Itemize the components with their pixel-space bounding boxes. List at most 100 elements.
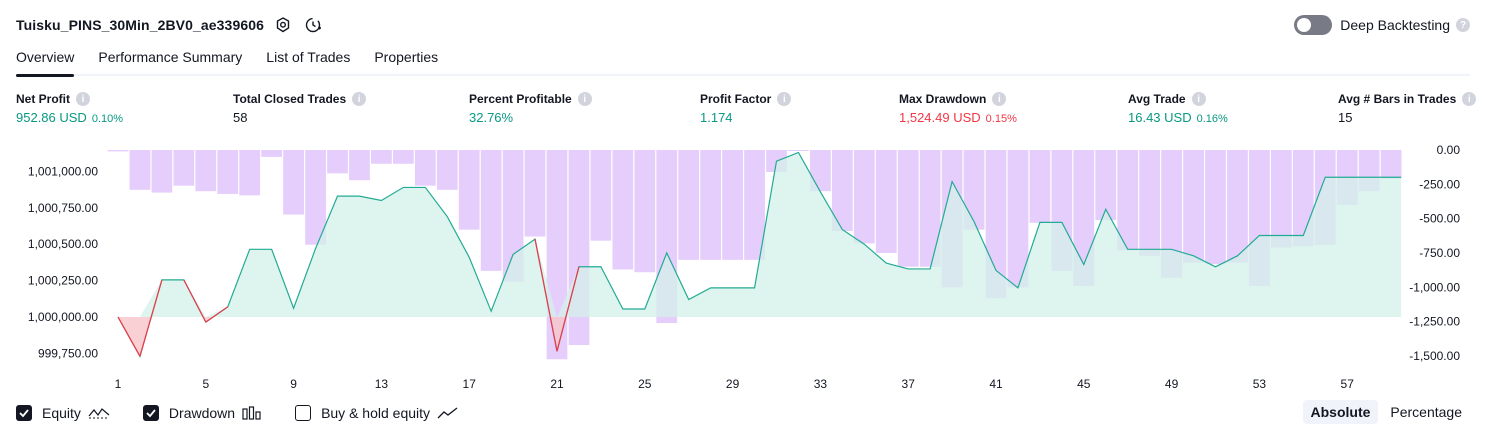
info-icon[interactable]: i: [352, 92, 367, 106]
deep-backtesting-group: Deep Backtesting ?: [1294, 12, 1470, 38]
x-tick: 5: [202, 377, 209, 390]
x-tick: 33: [814, 377, 828, 390]
x-tick: 17: [463, 377, 477, 390]
metric-avg-trade: Avg Trade i 16.43 USD 0.16%: [1128, 92, 1228, 125]
percentage-button[interactable]: Percentage: [1390, 404, 1462, 420]
drawdown-bar: [897, 150, 919, 267]
drawdown-bar: [305, 150, 326, 245]
toggle-knob: [1297, 18, 1312, 32]
drawdown-bar: [195, 150, 217, 192]
drawdown-bar: [590, 150, 612, 241]
equity-area: [118, 152, 1402, 317]
legend-equity[interactable]: Equity: [16, 402, 111, 424]
loss-area: [118, 317, 566, 357]
drawdown-bar: [1380, 150, 1402, 179]
drawdown-bar: [107, 150, 129, 152]
drawdown-bar: [1139, 150, 1161, 256]
metric-value: 1,524.49 USD 0.15%: [899, 110, 1017, 125]
drawdown-bar: [414, 150, 436, 186]
equity-loss-segment: [117, 316, 141, 357]
info-icon[interactable]: i: [992, 92, 1007, 106]
metric-percent: 0.10%: [91, 113, 124, 125]
equity-label: Equity: [42, 405, 81, 421]
tab-performance-summary[interactable]: Performance Summary: [98, 49, 243, 65]
info-icon[interactable]: i: [1191, 92, 1206, 106]
drawdown-bar: [1007, 150, 1029, 288]
settings-icon[interactable]: [272, 14, 294, 36]
buy-hold-checkbox[interactable]: [295, 405, 312, 421]
deep-backtesting-toggle[interactable]: [1294, 15, 1333, 35]
drawdown-bar: [1227, 150, 1248, 263]
drawdown-checkbox[interactable]: [142, 405, 159, 421]
metric-value: 952.86 USD 0.10%: [16, 110, 124, 125]
buy-hold-label: Buy & hold equity: [321, 405, 431, 421]
legend-buy-hold[interactable]: Buy & hold equity: [295, 402, 460, 424]
drawdown-bar: [261, 150, 283, 157]
drawdown-bar: [239, 150, 261, 196]
metric-net-profit: Net Profit i 952.86 USD 0.10%: [16, 92, 123, 125]
tab-overview[interactable]: Overview: [16, 46, 75, 77]
metric-max-drawdown: Max Drawdown i 1,524.49 USD 0.15%: [899, 92, 1017, 125]
metric-percent: 0.16%: [1196, 113, 1228, 125]
equity-checkbox[interactable]: [16, 405, 32, 421]
metric-total-closed-trades: Total Closed Trades i 58: [233, 92, 367, 125]
y-right-tick: -1,000.00: [1409, 280, 1460, 294]
drawdown-bar: [788, 150, 809, 151]
drawdown-bar: [678, 150, 700, 260]
y-right-tick: -1,250.00: [1409, 315, 1460, 329]
info-icon[interactable]: i: [777, 92, 792, 106]
metric-label: Total Closed Trades i: [233, 92, 367, 106]
drawdown-bar: [524, 150, 546, 237]
absolute-button[interactable]: Absolute: [1302, 400, 1379, 424]
x-tick: 53: [1253, 377, 1267, 390]
drawdown-bar: [722, 150, 743, 260]
metric-percent-profitable: Percent Profitable i 32.76%: [469, 92, 592, 125]
metric-value: 16.43 USD 0.16%: [1128, 110, 1228, 125]
drawdown-bar: [327, 150, 348, 174]
metric-value: 1.174: [700, 110, 733, 125]
drawdown-bar: [173, 150, 195, 186]
info-icon[interactable]: i: [1462, 92, 1477, 106]
metric-value: 32.76%: [469, 110, 514, 125]
metric-label: Profit Factor i: [700, 92, 792, 106]
y-right-tick: 0.00: [1437, 143, 1461, 157]
drawdown-bar: [963, 150, 985, 230]
legend-drawdown[interactable]: Drawdown: [142, 402, 263, 424]
info-icon[interactable]: i: [76, 92, 90, 106]
metric-label: Avg # Bars in Trades i: [1338, 92, 1477, 106]
y-left-tick: 1,000,750.00: [28, 201, 98, 215]
x-tick: 41: [989, 377, 1003, 390]
drawdown-bar: [919, 150, 941, 267]
tab-properties[interactable]: Properties: [374, 49, 439, 65]
drawdown-bar: [1117, 150, 1139, 251]
equity-loss-segment: [205, 306, 229, 323]
tab-list-of-trades[interactable]: List of Trades: [266, 49, 351, 65]
drawdown-bar: [217, 150, 239, 194]
drawdown-bar: [744, 150, 765, 260]
drawdown-bar: [151, 150, 173, 193]
chart-legend: Equity Drawdown Buy & hold equity: [16, 402, 492, 424]
equity-loss-segment: [556, 266, 580, 352]
metric-profit-factor: Profit Factor i 1.174: [700, 92, 792, 125]
source-code-icon[interactable]: [302, 14, 324, 36]
info-icon[interactable]: i: [577, 92, 592, 106]
equity-loss-segment: [534, 238, 558, 352]
metric-value: 58: [233, 110, 248, 125]
scale-toggle: Absolute Percentage: [1299, 400, 1471, 424]
drawdown-bar: [831, 150, 853, 232]
y-right-tick: -500.00: [1419, 212, 1460, 226]
metric-percent: 0.15%: [985, 113, 1017, 125]
drawdown-bar: [1183, 150, 1204, 263]
drawdown-bars-icon: [241, 402, 263, 424]
drawdown-bar: [436, 150, 458, 190]
x-tick: 49: [1165, 377, 1179, 390]
metric-label: Avg Trade i: [1128, 92, 1228, 106]
y-right-tick: -1,500.00: [1409, 349, 1460, 363]
x-tick: 29: [726, 377, 740, 390]
metric-label: Percent Profitable i: [469, 92, 592, 106]
drawdown-bar: [502, 150, 524, 282]
metric-label: Max Drawdown i: [899, 92, 1017, 106]
drawdown-bar: [1029, 150, 1051, 223]
x-tick: 1: [115, 377, 122, 390]
help-icon[interactable]: ?: [1456, 18, 1470, 32]
